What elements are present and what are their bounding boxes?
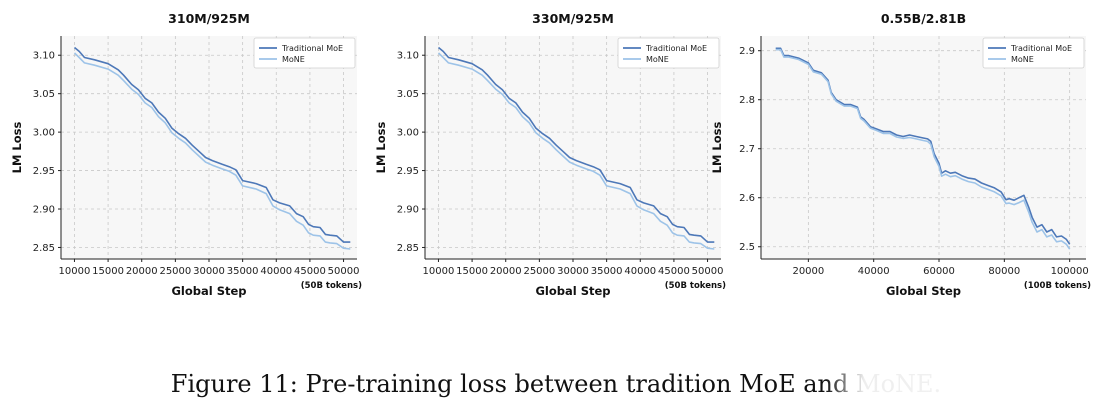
y-tick-label: 2.5 [739, 242, 755, 253]
series-line-mone [73, 52, 351, 250]
y-tick-label: 2.95 [33, 166, 55, 177]
x-tick-label: 20000 [126, 266, 158, 277]
chart-title: 310M/925M [168, 11, 250, 26]
x-tick-label: 20000 [490, 266, 522, 277]
x-tick-label: 80000 [988, 266, 1020, 277]
legend-box [617, 37, 720, 69]
x-axis-label: Global Step [886, 284, 961, 298]
y-tick-label: 2.85 [33, 243, 55, 254]
token-annotation: (50B tokens) [301, 281, 362, 291]
chart-title: 0.55B/2.81B [881, 11, 966, 26]
legend-label: Traditional MoE [281, 44, 343, 53]
x-tick-label: 50000 [692, 266, 724, 277]
x-tick-label: 10000 [59, 266, 91, 277]
token-annotation: (100B tokens) [1024, 281, 1091, 291]
x-tick-label: 25000 [159, 266, 191, 277]
x-tick-label: 10000 [423, 266, 455, 277]
legend: Traditional MoE MoNE [253, 37, 356, 69]
legend-label: Traditional MoE [1010, 44, 1072, 53]
x-axis-label: Global Step [171, 284, 246, 298]
x-tick-label: 35000 [591, 266, 623, 277]
x-tick-label: 40000 [260, 266, 292, 277]
y-tick-label: 2.6 [739, 193, 755, 204]
y-axis-label: LM Loss [710, 122, 724, 174]
y-tick-label: 3.00 [33, 128, 55, 139]
y-axis-label: LM Loss [374, 122, 388, 174]
legend-label: Traditional MoE [645, 44, 707, 53]
y-tick-label: 3.05 [33, 89, 55, 100]
chart-panel-3: 2.5 2.6 2.7 2.8 2.9 20000 40000 60000 80000 10000… [710, 11, 1091, 298]
series-line-traditional-moe [73, 46, 351, 243]
series-line-traditional-moe [437, 46, 715, 243]
chart-title: 330M/925M [532, 11, 614, 26]
y-tick-label: 2.7 [739, 144, 755, 155]
legend: Traditional MoE MoNE [982, 37, 1085, 69]
series-line-mone [775, 48, 1071, 250]
x-tick-label: 30000 [557, 266, 589, 277]
x-tick-label: 15000 [92, 266, 124, 277]
series-line-mone [437, 52, 715, 250]
chart-panel-1: 2.85 2.90 2.95 3.00 3.05 3.10 10000 15000 20000 2… [10, 11, 362, 298]
legend-box [253, 37, 356, 69]
legend-label: MoNE [1011, 55, 1034, 64]
x-tick-label: 35000 [227, 266, 259, 277]
x-tick-label: 30000 [193, 266, 225, 277]
y-tick-label: 3.10 [397, 51, 419, 62]
plot-area [761, 36, 1086, 259]
legend-box [982, 37, 1085, 69]
legend-label: MoNE [646, 55, 669, 64]
x-tick-label: 40000 [858, 266, 890, 277]
y-tick-label: 2.8 [739, 95, 755, 106]
x-axis-label: Global Step [535, 284, 610, 298]
chart-panel-2: 2.85 2.90 2.95 3.00 3.05 3.10 10000 15000 20000 2… [374, 11, 726, 298]
y-axis-label: LM Loss [10, 122, 24, 174]
y-tick-label: 2.95 [397, 166, 419, 177]
x-tick-label: 45000 [658, 266, 690, 277]
x-tick-label: 20000 [792, 266, 824, 277]
x-tick-label: 50000 [328, 266, 360, 277]
token-annotation: (50B tokens) [665, 281, 726, 291]
legend-label: MoNE [282, 55, 305, 64]
y-tick-label: 2.90 [397, 205, 419, 216]
y-tick-label: 3.00 [397, 128, 419, 139]
y-tick-label: 2.9 [739, 46, 755, 57]
y-tick-label: 2.90 [33, 205, 55, 216]
x-tick-label: 15000 [456, 266, 488, 277]
x-tick-label: 40000 [624, 266, 656, 277]
figure-caption: Figure 11: Pre-training loss between tra… [170, 370, 942, 398]
legend: Traditional MoE MoNE [617, 37, 720, 69]
x-tick-label: 45000 [294, 266, 326, 277]
x-tick-label: 25000 [523, 266, 555, 277]
x-tick-label: 60000 [923, 266, 955, 277]
x-tick-label: 100000 [1051, 266, 1089, 277]
y-tick-label: 3.05 [397, 89, 419, 100]
y-tick-label: 3.10 [33, 51, 55, 62]
y-tick-label: 2.85 [397, 243, 419, 254]
caption-blur-mask [826, 366, 1112, 402]
